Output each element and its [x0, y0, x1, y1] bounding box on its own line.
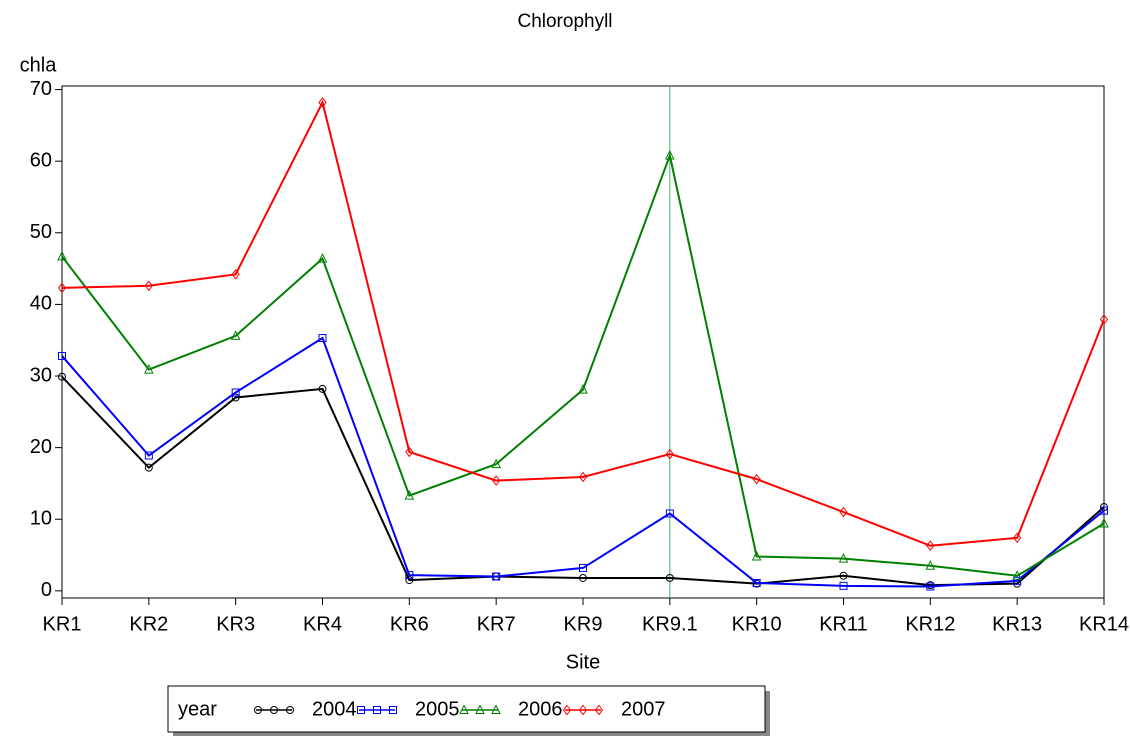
marker	[579, 563, 587, 572]
x-tick-label: KR2	[129, 613, 168, 635]
y-tick-label: 50	[30, 221, 52, 243]
legend-label: 2004	[312, 698, 357, 720]
marker	[270, 706, 278, 714]
legend-box	[167, 685, 766, 733]
x-tick-label: KR9.1	[642, 613, 698, 635]
y-tick-label: 40	[30, 293, 52, 315]
x-tick-label: KR9	[564, 613, 603, 635]
marker	[665, 509, 674, 518]
x-tick-label: KR10	[732, 613, 782, 635]
marker	[925, 560, 936, 570]
marker	[317, 252, 328, 263]
marker	[58, 372, 66, 381]
marker	[254, 706, 262, 714]
marker	[1100, 506, 1108, 515]
marker	[491, 458, 501, 469]
marker	[405, 571, 414, 580]
marker	[405, 446, 414, 458]
y-tick-label: 10	[30, 508, 52, 530]
legend-label: 2006	[518, 698, 563, 720]
marker	[839, 506, 848, 518]
marker	[373, 706, 381, 714]
marker	[578, 704, 588, 716]
marker	[752, 578, 761, 587]
y-tick-label: 30	[30, 364, 52, 386]
marker	[492, 572, 501, 581]
marker	[144, 280, 153, 292]
x-tick-label: KR6	[390, 613, 429, 635]
x-tick-label: KR7	[477, 613, 516, 635]
marker	[389, 706, 397, 714]
marker	[286, 706, 294, 714]
marker	[405, 576, 414, 585]
marker	[58, 351, 66, 360]
marker	[578, 471, 588, 483]
legend-title: year	[178, 698, 217, 720]
marker	[665, 448, 674, 460]
marker	[459, 704, 469, 714]
marker	[230, 330, 241, 340]
marker	[579, 573, 587, 582]
marker	[318, 384, 327, 393]
x-tick-label: KR1	[43, 613, 82, 635]
marker	[1013, 532, 1022, 544]
marker	[1013, 576, 1022, 585]
marker	[231, 269, 240, 280]
legend-label: 2005	[415, 698, 460, 720]
y-tick-label: 0	[41, 579, 52, 601]
marker	[926, 540, 935, 552]
marker	[839, 571, 848, 580]
chart-title: Chlorophyll	[517, 11, 612, 32]
marker	[752, 473, 761, 485]
marker	[1099, 314, 1109, 325]
marker	[231, 393, 240, 402]
x-tick-label: KR4	[303, 613, 342, 635]
marker	[404, 489, 415, 500]
y-tick-label: 20	[30, 436, 52, 458]
marker	[231, 388, 240, 397]
marker	[578, 384, 588, 394]
y-tick-label: 70	[30, 78, 52, 100]
x-tick-label: KR14	[1079, 613, 1129, 635]
marker	[751, 550, 762, 561]
marker	[562, 704, 572, 716]
marker	[838, 552, 849, 563]
marker	[318, 334, 327, 343]
x-tick-label: KR3	[216, 613, 255, 635]
y-tick-label: 60	[30, 149, 52, 171]
x-tick-label: KR13	[992, 613, 1042, 635]
series-line	[61, 151, 1105, 577]
marker	[1012, 570, 1022, 580]
marker	[665, 573, 674, 582]
marker	[839, 581, 848, 590]
marker	[357, 706, 365, 714]
marker	[1099, 517, 1109, 528]
marker	[665, 149, 675, 160]
series-line	[61, 336, 1105, 588]
x-axis-label: Site	[566, 651, 600, 673]
marker	[926, 582, 935, 591]
marker	[475, 704, 485, 714]
marker	[57, 250, 67, 261]
series-line	[61, 99, 1105, 547]
marker	[594, 704, 604, 716]
marker	[57, 282, 67, 294]
x-tick-label: KR11	[819, 613, 868, 635]
marker	[318, 97, 327, 108]
marker	[492, 475, 501, 486]
marker	[491, 704, 501, 714]
y-axis-label: chla	[20, 54, 58, 76]
x-tick-label: KR12	[905, 613, 955, 635]
series-line	[61, 376, 1105, 587]
marker	[144, 463, 153, 472]
marker	[144, 363, 154, 374]
marker	[144, 451, 153, 460]
legend-label: 2007	[621, 698, 666, 720]
